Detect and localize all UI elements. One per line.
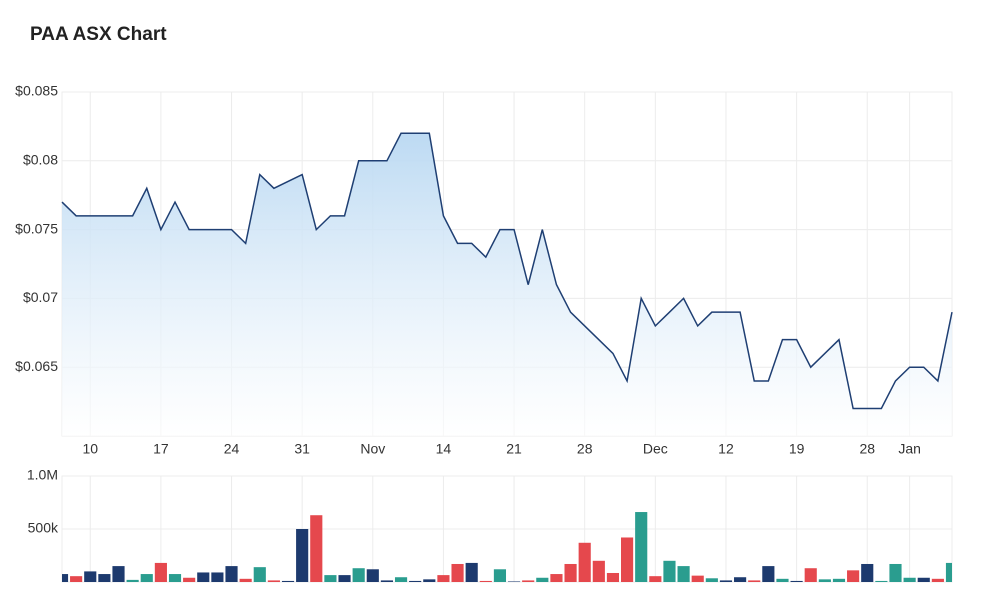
area-fill xyxy=(62,133,952,436)
volume-bar xyxy=(677,566,690,582)
volume-bar xyxy=(70,576,83,582)
x-tick-label: 19 xyxy=(789,441,805,457)
x-tick-label: 17 xyxy=(153,441,169,457)
volume-bar xyxy=(239,578,252,582)
volume-bar xyxy=(903,577,916,582)
x-tick-label: Nov xyxy=(360,441,385,457)
volume-bar xyxy=(606,572,620,582)
volume-bar xyxy=(352,568,365,582)
volume-bar xyxy=(550,574,563,582)
volume-bar xyxy=(324,575,337,582)
x-tick-label: Dec xyxy=(643,441,668,457)
volume-bar xyxy=(818,579,831,582)
volume-bar xyxy=(338,575,351,582)
x-tick-label: 21 xyxy=(506,441,522,457)
price-line xyxy=(61,132,953,410)
volume-bar xyxy=(691,575,704,582)
volume-bar xyxy=(168,574,182,582)
chart-title: PAA ASX Chart xyxy=(30,24,167,45)
volume-bar xyxy=(847,570,860,582)
volume-bar xyxy=(917,577,930,582)
volume-bar xyxy=(451,563,464,582)
volume-bar xyxy=(861,563,874,582)
x-tick-label: 10 xyxy=(82,441,98,457)
x-tick-label: 24 xyxy=(224,441,240,457)
volume-bar xyxy=(889,563,902,582)
volume-bar xyxy=(394,577,408,582)
volume-bar xyxy=(719,580,733,582)
volume-bar xyxy=(140,574,153,582)
volume-bar xyxy=(945,562,952,582)
x-tick-label: Jan xyxy=(898,441,921,457)
volume-bar xyxy=(592,560,605,582)
volume-bar xyxy=(267,580,280,582)
y-tick-label: 1.0M xyxy=(27,467,58,483)
x-tick-label: 31 xyxy=(294,441,310,457)
volume-bar xyxy=(507,581,521,582)
x-tick-label: 14 xyxy=(436,441,452,457)
volume-bar xyxy=(126,579,139,582)
volume-bar xyxy=(281,580,295,582)
volume-bar xyxy=(649,576,662,582)
volume-bar xyxy=(832,578,846,582)
volume-bar xyxy=(423,579,436,582)
volume-bar xyxy=(479,580,492,582)
volume-bar xyxy=(621,537,634,582)
volume-bar xyxy=(804,568,817,582)
volume-bar xyxy=(211,572,224,582)
volume-bar xyxy=(98,574,111,582)
volume-bar xyxy=(663,560,676,582)
volume-bar xyxy=(748,580,761,582)
volume-bar xyxy=(183,577,196,582)
volume-bar xyxy=(875,580,888,582)
volume-bar xyxy=(380,580,393,582)
volume-bars xyxy=(62,512,952,582)
volume-bar xyxy=(522,580,535,582)
volume-bar xyxy=(931,578,944,582)
y-tick-label: 500k xyxy=(28,520,59,536)
volume-bar xyxy=(197,572,210,582)
volume-bar xyxy=(564,563,577,582)
y-tick-label: $0.075 xyxy=(15,220,58,236)
volume-bar xyxy=(635,512,648,582)
volume-bar xyxy=(790,580,803,582)
volume-bar xyxy=(62,574,69,582)
volume-bar xyxy=(154,562,167,582)
volume-bar xyxy=(493,569,507,582)
y-tick-label: $0.085 xyxy=(15,83,58,99)
volume-bar xyxy=(437,575,450,582)
volume-bar xyxy=(705,578,718,582)
volume-bar xyxy=(578,542,591,582)
volume-bar xyxy=(84,571,97,582)
x-tick-label: 28 xyxy=(577,441,593,457)
volume-bar xyxy=(409,580,422,582)
volume-bar xyxy=(112,566,125,582)
volume-bar xyxy=(465,562,478,582)
volume-bar xyxy=(366,569,379,582)
x-tick-label: 12 xyxy=(718,441,734,457)
volume-bar xyxy=(776,578,789,582)
volume-bar xyxy=(762,566,775,582)
y-tick-label: $0.08 xyxy=(23,152,58,168)
volume-bar xyxy=(734,577,747,582)
volume-bar xyxy=(225,566,238,582)
volume-bar xyxy=(310,515,323,582)
y-tick-label: $0.07 xyxy=(23,289,58,305)
y-tick-label: $0.065 xyxy=(15,358,58,374)
volume-bar xyxy=(536,577,549,582)
x-tick-label: 28 xyxy=(859,441,875,457)
volume-bar xyxy=(253,567,266,582)
volume-bar xyxy=(296,529,309,582)
